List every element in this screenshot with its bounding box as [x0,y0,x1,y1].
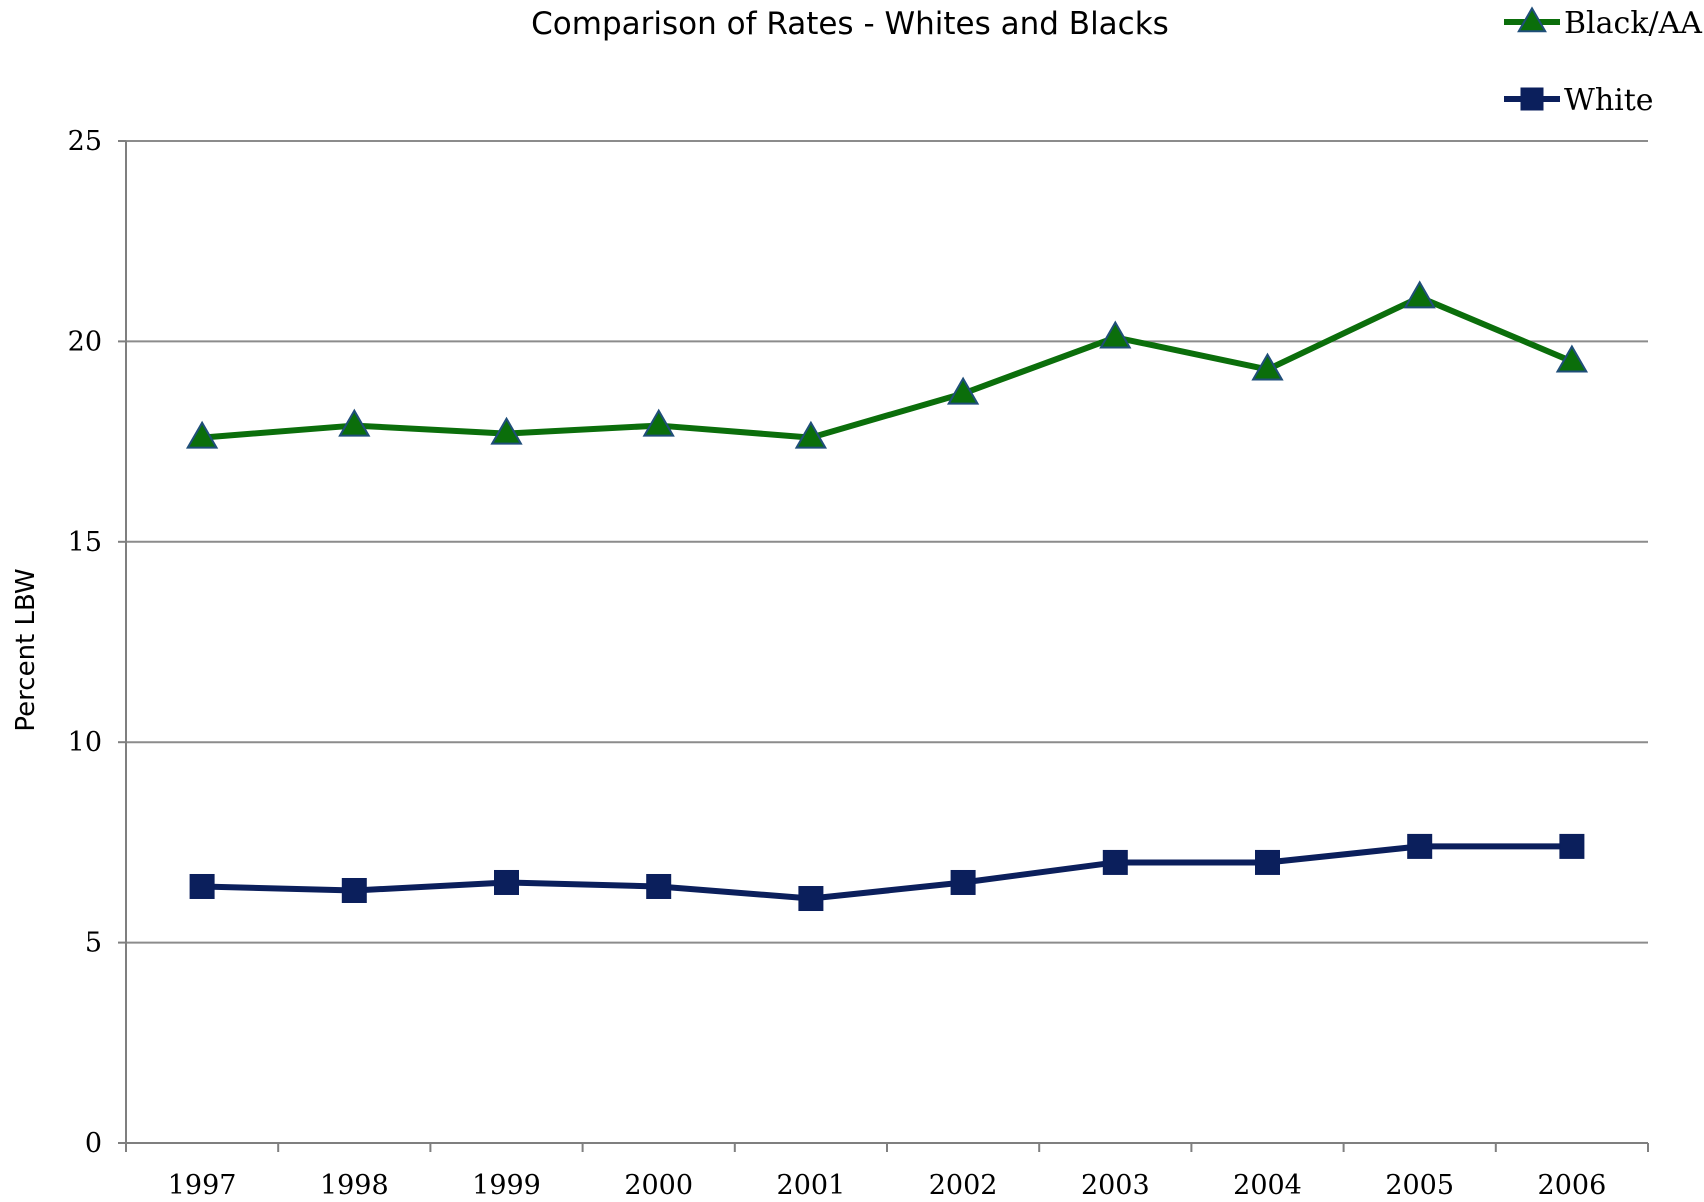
legend-marker-white [1520,87,1544,111]
data-point-black-aa-2006 [1555,344,1589,373]
x-tick-label-2001: 2001 [777,1170,846,1201]
gridlines [126,140,1648,944]
series-line-white [202,843,1572,902]
chart-title: Comparison of Rates - Whites and Blacks [531,6,1169,42]
data-point-black-aa-2003 [1099,320,1132,349]
data-point-white-1997 [189,873,215,899]
data-point-black-aa-2002 [946,376,980,405]
tick-labels: 0 5 10 15 20 25 1997 1998 1999 2000 2001 2002 2003 20… [68,126,1607,1201]
legend: Black/AA White [1504,6,1702,118]
data-point-black-aa-1998 [338,408,371,437]
x-tick-label-1999: 1999 [472,1170,541,1201]
data-point-white-2004 [1255,849,1280,875]
data-point-black-aa-1999 [490,416,523,445]
y-tick-label: 15 [68,527,102,558]
legend-marker-black-aa [1517,6,1547,33]
data-point-white-2002 [950,869,976,895]
legend-label-black-aa: Black/AA [1564,6,1702,41]
x-tick-label-2000: 2000 [624,1170,693,1201]
x-tick-label-1998: 1998 [320,1170,389,1201]
x-tick-label-2004: 2004 [1233,1170,1302,1201]
y-tick-label: 20 [68,326,102,357]
data-point-black-aa-2000 [642,408,675,437]
data-point-black-aa-2004 [1251,352,1284,381]
y-tick-label: 10 [68,727,102,758]
x-tick-label-2005: 2005 [1385,1170,1454,1201]
y-tick-label: 0 [85,1128,102,1159]
y-tick-label: 25 [68,126,102,157]
y-tick-label: 5 [85,928,102,959]
data-point-white-2001 [798,886,824,912]
x-tick-label-1997: 1997 [168,1170,237,1201]
series-line-black-aa [201,294,1574,441]
data-point-white-2003 [1102,849,1128,875]
data-point-white-1998 [341,877,367,903]
x-tick-label-2002: 2002 [929,1170,998,1201]
y-axis-label: Percent LBW [11,568,41,731]
data-point-white-2005 [1407,833,1433,859]
data-point-black-aa-2005 [1403,280,1436,309]
data-point-black-aa-2001 [794,420,828,449]
x-tick-label-2006: 2006 [1538,1170,1607,1201]
axes [118,140,1649,1152]
data-point-black-aa-1997 [185,420,219,449]
data-point-white-2000 [646,873,672,899]
x-tick-label-2003: 2003 [1081,1170,1150,1201]
data-point-white-1999 [494,869,519,895]
series-markers [185,280,1589,912]
legend-label-white: White [1564,83,1654,118]
series-lines [201,294,1574,902]
data-point-white-2006 [1559,833,1585,859]
